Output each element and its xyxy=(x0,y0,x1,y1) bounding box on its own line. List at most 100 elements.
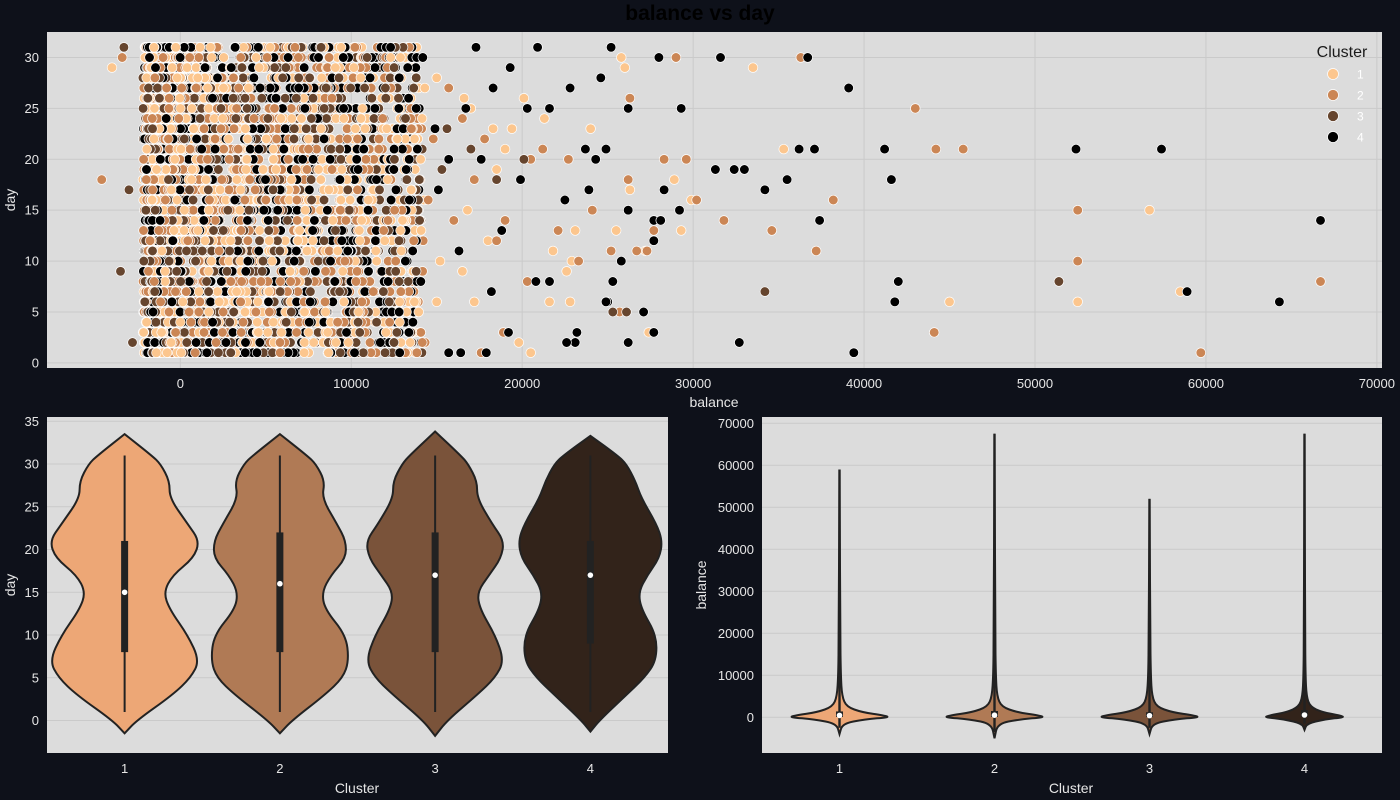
scatter-point xyxy=(289,255,300,267)
y-tick-label: 70000 xyxy=(718,416,754,431)
y-tick-label: 40000 xyxy=(718,542,754,557)
scatter-point xyxy=(224,154,235,165)
scatter-point xyxy=(146,194,158,206)
scatter-point xyxy=(394,276,405,287)
scatter-point-cluster-2 xyxy=(428,133,439,145)
scatter-point xyxy=(225,276,236,287)
scatter-point xyxy=(262,113,274,124)
scatter-point xyxy=(384,296,395,307)
scatter-point xyxy=(207,93,218,104)
scatter-point-cluster-2 xyxy=(1195,347,1206,358)
scatter-point xyxy=(233,82,244,94)
scatter-point xyxy=(141,174,152,185)
scatter-point xyxy=(394,317,405,328)
scatter-point-cluster-3 xyxy=(436,164,448,175)
scatter-point xyxy=(388,164,399,175)
scatter-point-cluster-1 xyxy=(518,93,530,104)
scatter-point xyxy=(241,164,252,175)
scatter-point-cluster-4 xyxy=(402,62,413,73)
scatter-point xyxy=(303,327,314,338)
scatter-point xyxy=(263,225,274,236)
x-tick-label: 2 xyxy=(991,761,998,776)
scatter-point xyxy=(401,174,413,185)
scatter-point xyxy=(393,93,404,104)
scatter-point xyxy=(191,82,202,94)
scatter-point-cluster-4 xyxy=(532,42,543,53)
scatter-point xyxy=(307,225,318,236)
scatter-point xyxy=(262,327,273,338)
scatter-point-cluster-4 xyxy=(600,143,612,155)
scatter-point xyxy=(407,317,419,328)
scatter-point-cluster-3 xyxy=(621,306,632,318)
y-tick-label: 10 xyxy=(25,254,39,269)
scatter-point xyxy=(187,194,199,206)
scatter-point xyxy=(242,255,254,267)
scatter-point xyxy=(352,133,363,145)
scatter-point xyxy=(379,347,391,358)
scatter-point-cluster-3 xyxy=(352,317,364,328)
scatter-point xyxy=(241,103,253,114)
scatter-point xyxy=(323,347,334,358)
scatter-point xyxy=(338,296,350,307)
scatter-point xyxy=(140,205,152,216)
scatter-point xyxy=(203,184,214,195)
scatter-point-cluster-1 xyxy=(616,52,627,63)
scatter-point xyxy=(166,184,177,195)
scatter-point-cluster-4 xyxy=(433,184,444,195)
scatter-point-cluster-1 xyxy=(944,296,955,307)
scatter-point-cluster-2 xyxy=(605,245,617,257)
scatter-point xyxy=(155,154,166,165)
scatter-point xyxy=(378,225,389,236)
scatter-point xyxy=(323,184,335,195)
scatter-point xyxy=(336,235,347,246)
scatter-point xyxy=(288,133,300,145)
scatter-point xyxy=(209,133,221,145)
scatter-point-cluster-2 xyxy=(1315,276,1326,287)
scatter-point-cluster-4 xyxy=(605,42,617,53)
y-tick-label: 0 xyxy=(32,355,39,370)
scatter-point-cluster-1 xyxy=(547,245,559,257)
scatter-point xyxy=(198,215,209,226)
scatter-point xyxy=(280,123,291,134)
scatter-point xyxy=(270,164,282,175)
scatter-point xyxy=(215,103,227,114)
scatter-point xyxy=(149,286,160,297)
scatter-point xyxy=(267,184,279,195)
scatter-point xyxy=(305,174,317,185)
scatter-point-cluster-4 xyxy=(710,164,721,175)
scatter-point-cluster-1 xyxy=(747,62,759,73)
scatter-point xyxy=(393,103,404,114)
scatter-point xyxy=(335,154,347,165)
scatter-point-cluster-1 xyxy=(544,296,555,307)
scatter-point xyxy=(379,235,390,246)
scatter-point xyxy=(163,306,175,318)
scatter-point xyxy=(313,164,324,175)
scatter-point xyxy=(320,306,331,318)
scatter-point xyxy=(138,255,149,267)
scatter-point xyxy=(260,174,271,185)
scatter-point xyxy=(206,255,217,267)
scatter-point-cluster-1 xyxy=(354,235,365,246)
scatter-point xyxy=(193,286,205,297)
scatter-point-cluster-4 xyxy=(571,327,583,338)
scatter-point xyxy=(166,296,178,307)
scatter-x-axis-label: balance xyxy=(689,394,738,410)
scatter-point xyxy=(344,205,355,216)
scatter-point xyxy=(286,306,297,318)
y-tick-label: 20 xyxy=(25,152,39,167)
scatter-point xyxy=(206,52,217,63)
scatter-point xyxy=(204,194,215,206)
scatter-point-cluster-4 xyxy=(393,306,405,318)
y-tick-label: 20000 xyxy=(718,626,754,641)
scatter-point xyxy=(318,133,330,145)
scatter-point xyxy=(291,194,303,206)
scatter-point xyxy=(415,327,426,338)
scatter-point xyxy=(144,235,156,246)
scatter-point xyxy=(205,296,216,307)
scatter-point xyxy=(185,317,197,328)
scatter-point xyxy=(330,337,342,348)
scatter-point xyxy=(380,327,392,338)
scatter-point xyxy=(239,194,251,206)
scatter-point-cluster-1 xyxy=(419,82,430,94)
x-tick-label: 50000 xyxy=(1017,376,1053,391)
